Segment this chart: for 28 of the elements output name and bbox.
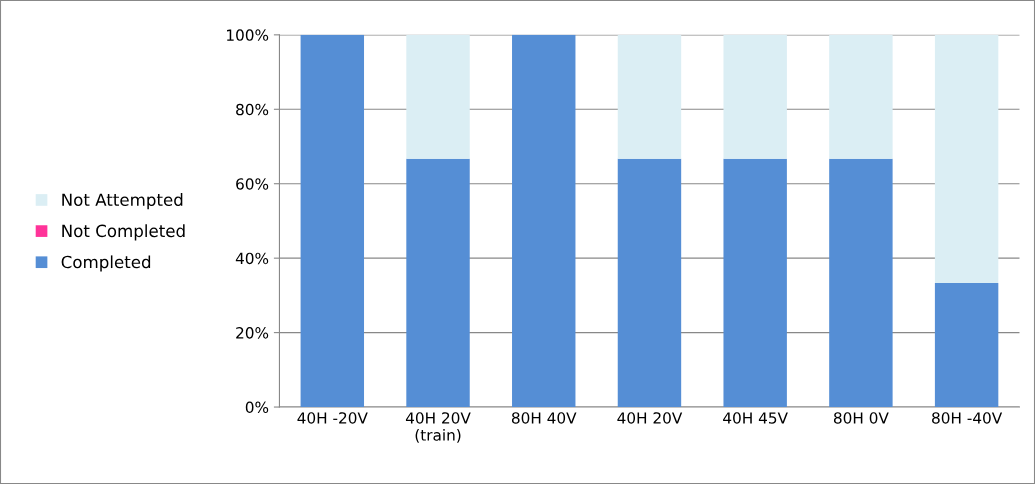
bar (617, 158, 682, 408)
y-tick-label: 100% (227, 29, 269, 41)
y-tick-label: 40% (235, 252, 269, 265)
bar (406, 34, 470, 159)
x-tick-label: 40H 20V (train) (405, 412, 471, 443)
legend-label: Not Completed (62, 224, 185, 241)
legend-label: Completed (61, 255, 151, 272)
x-tick-label: 40H -20V (297, 412, 368, 424)
x-tick-label: 80H 0V (833, 412, 889, 424)
bar (723, 158, 787, 408)
y-tick-label: 20% (236, 327, 269, 339)
y-tick-label: 0% (245, 401, 269, 414)
bar (300, 34, 365, 408)
x-tick-label: 40H 20V (617, 412, 683, 424)
bar (406, 158, 470, 408)
x-tick-label: 80H -40V (932, 412, 1003, 424)
y-tick-label: 80% (236, 103, 269, 116)
x-tick-label: 40H 45V (723, 412, 788, 424)
bar (829, 158, 893, 408)
bar (512, 34, 576, 408)
legend-label: Not Attempted (62, 193, 183, 210)
bar (829, 34, 893, 159)
bar (617, 34, 682, 159)
bar (723, 34, 787, 159)
x-tick-label: 80H 40V (511, 412, 577, 424)
y-tick-label: 60% (236, 178, 269, 190)
bar (934, 34, 999, 284)
bar (934, 283, 999, 408)
